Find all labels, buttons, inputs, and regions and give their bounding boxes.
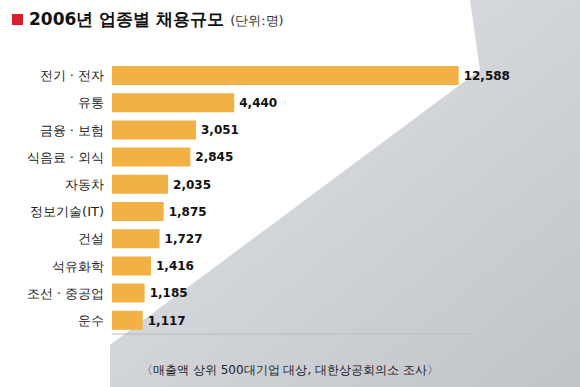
svg-text:3,051: 3,051 xyxy=(201,123,239,137)
svg-text:식음료 · 외식: 식음료 · 외식 xyxy=(27,150,104,165)
svg-text:정보기술(IT): 정보기술(IT) xyxy=(30,204,104,219)
svg-text:1,875: 1,875 xyxy=(169,205,207,219)
svg-text:4,440: 4,440 xyxy=(239,96,277,110)
html-text:2006년 업종별 채용규모 (단위:명): 2006년 업종별 채용규모 (단위:명) xyxy=(29,9,284,29)
svg-text:석유화학: 석유화학 xyxy=(52,259,104,274)
svg-text:금융 · 보험: 금융 · 보험 xyxy=(40,123,104,138)
svg-text:전기 · 전자: 전기 · 전자 xyxy=(40,68,104,83)
svg-text:유통: 유통 xyxy=(78,95,104,110)
svg-text:건설: 건설 xyxy=(78,231,104,246)
svg-text:조선 · 중공업: 조선 · 중공업 xyxy=(27,286,104,301)
svg-text:운수: 운수 xyxy=(78,313,104,328)
svg-text:2,035: 2,035 xyxy=(173,178,211,192)
svg-text:1,727: 1,727 xyxy=(165,232,203,246)
svg-text:12,588: 12,588 xyxy=(464,69,510,83)
html-text:〈매출액 상위 500대기업 대상, 대한상공회의소 조사〉: 〈매출액 상위 500대기업 대상, 대한상공회의소 조사〉 xyxy=(141,363,439,377)
svg-text:1,117: 1,117 xyxy=(148,314,186,328)
svg-text:1,416: 1,416 xyxy=(156,259,194,273)
svg-text:자동차: 자동차 xyxy=(65,177,104,192)
svg-text:2,845: 2,845 xyxy=(195,150,233,164)
svg-text:1,185: 1,185 xyxy=(150,286,188,300)
